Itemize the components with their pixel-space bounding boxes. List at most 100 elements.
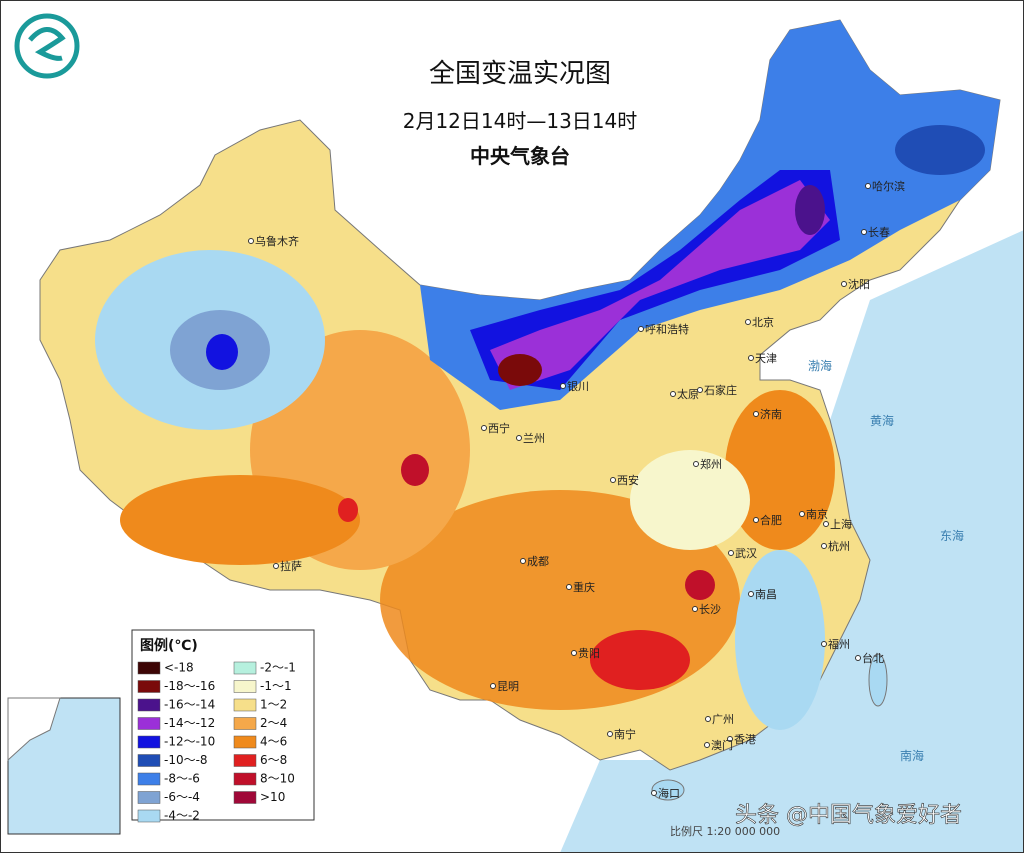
taiwan	[868, 653, 888, 707]
city-label: 呼和浩特	[645, 322, 689, 336]
city-dot	[607, 731, 613, 737]
legend-label: -2～-1	[260, 661, 296, 675]
city-label: 拉萨	[280, 559, 302, 573]
city-dot	[560, 383, 566, 389]
city-label: 武汉	[735, 547, 757, 560]
city-dot	[670, 391, 676, 397]
hainan	[651, 779, 685, 801]
title: 全国变温实况图	[429, 59, 611, 89]
city-label: 广州	[712, 713, 734, 726]
city-dot	[748, 591, 754, 597]
city-dot	[273, 563, 279, 569]
city-label: 成都	[527, 555, 549, 568]
city-dot	[753, 517, 759, 523]
city-label: 乌鲁木齐	[255, 234, 299, 248]
city-label: 福州	[828, 637, 850, 651]
zone	[206, 334, 238, 370]
city-label: 兰州	[523, 432, 545, 445]
city-label: 南京	[806, 507, 828, 521]
legend-swatch	[137, 772, 161, 786]
city-label: 北京	[752, 315, 774, 329]
city-dot	[728, 550, 734, 556]
zone	[735, 550, 825, 730]
city-dot	[566, 584, 572, 590]
city-dot	[855, 655, 861, 661]
city-label: 济南	[760, 407, 782, 421]
legend-swatch	[233, 661, 257, 675]
city-label: 郑州	[700, 457, 722, 471]
legend-swatch	[137, 735, 161, 749]
city-label: 南昌	[755, 588, 777, 601]
zone	[498, 354, 542, 386]
city-dot	[704, 742, 710, 748]
city-dot	[865, 183, 871, 189]
legend-label: 8～10	[260, 772, 295, 786]
city-label: 香港	[734, 733, 756, 746]
legend-swatch	[233, 680, 257, 693]
city-dot	[821, 641, 827, 647]
city-dot	[693, 461, 699, 467]
legend-label: -16～-14	[164, 698, 215, 712]
city-label: 昆明	[497, 680, 519, 693]
city-label: 石家庄	[704, 383, 737, 397]
sea-label: 东海	[940, 528, 964, 543]
legend-swatch	[137, 661, 161, 675]
legend-label: -18～-16	[164, 679, 215, 693]
temperature-zones	[95, 20, 1000, 730]
city-label: 上海	[830, 517, 852, 531]
zone	[490, 180, 830, 390]
issuer: 中央气象台	[470, 144, 570, 168]
city-label: 南宁	[614, 727, 636, 741]
logo-mark	[28, 27, 66, 61]
legend-swatch	[233, 772, 257, 786]
city-dot	[705, 716, 711, 722]
legend-swatch	[137, 717, 161, 730]
sea-label: 黄海	[870, 413, 894, 428]
city-dot	[651, 790, 657, 796]
legend-swatch	[233, 791, 257, 804]
legend-swatch	[137, 680, 161, 693]
scale: 比例尺 1:20 000 000	[670, 824, 780, 838]
city-dot	[823, 521, 829, 527]
legend-swatch	[233, 754, 257, 767]
city-dot	[248, 238, 254, 244]
city-dot	[841, 281, 847, 287]
subtitle: 2月12日14时—13日14时	[403, 109, 638, 133]
legend-swatch	[233, 735, 257, 749]
city-label: 杭州	[828, 539, 850, 553]
city-label: 西宁	[488, 421, 510, 435]
city-label: 贵阳	[578, 647, 600, 660]
legend-label: 2～4	[260, 716, 287, 730]
legend-label: -6～-4	[164, 790, 200, 804]
legend-title: 图例(℃)	[140, 637, 198, 654]
legend-swatch	[137, 698, 161, 712]
zone	[338, 498, 358, 522]
legend-label: 1～2	[260, 698, 287, 712]
sea	[560, 230, 1024, 853]
legend-label: 4～6	[260, 735, 287, 749]
city-label: 沈阳	[848, 277, 870, 291]
legend-label: 6～8	[260, 753, 287, 767]
city-dot	[727, 736, 733, 742]
watermark: 头条 @中国气象爱好者	[735, 803, 962, 828]
legend-swatch	[137, 754, 161, 767]
city-dot	[697, 387, 703, 393]
city-label: 长春	[868, 226, 890, 239]
city-label: 西安	[617, 473, 639, 487]
sea-label: 渤海	[808, 358, 832, 373]
legend-swatch	[137, 809, 161, 823]
city-label: 哈尔滨	[872, 179, 905, 193]
legend-swatch	[233, 698, 257, 712]
city-label: 长沙	[699, 603, 721, 616]
city-dot	[745, 319, 751, 325]
zone	[725, 390, 835, 550]
city-dot	[481, 425, 487, 431]
city-label: 澳门	[711, 738, 733, 752]
zone	[401, 454, 429, 486]
legend-label: -8～-6	[164, 772, 200, 786]
city-label: 太原	[677, 388, 699, 401]
city-dot	[753, 411, 759, 417]
legend-label: -12～-10	[164, 735, 215, 749]
